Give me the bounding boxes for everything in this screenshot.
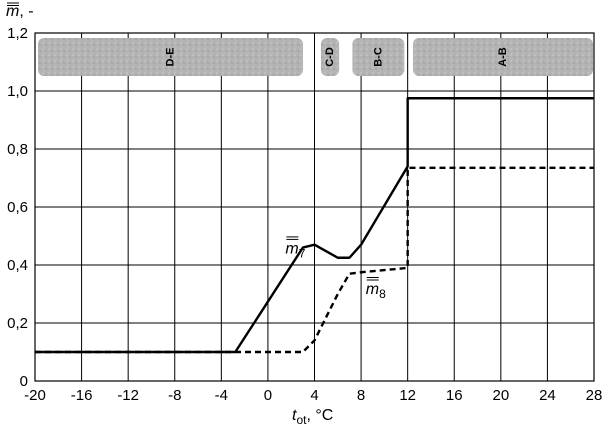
region-band-c-d xyxy=(320,38,340,76)
x-tick-label-5: 0 xyxy=(264,387,272,404)
y-axis-label: m, - xyxy=(6,3,34,20)
tick-labels: -20 -16 -12 -8 -4 0 4 8 12 16 20 24 28 0 0,2 0,4 0,6 0,8 1… xyxy=(7,25,602,404)
x-tick-label-4: -4 xyxy=(215,387,228,404)
x-axis-label-unit: , °C xyxy=(306,407,333,424)
y-tick-label-0: 0 xyxy=(20,373,28,390)
series-line-m8 xyxy=(35,166,594,354)
annotation-m8: m8 xyxy=(366,281,386,301)
series-layer xyxy=(35,97,594,354)
x-tick-label-0: -20 xyxy=(24,387,46,404)
x-tick-label-1: -16 xyxy=(71,387,93,404)
x-tick-label-7: 8 xyxy=(357,387,365,404)
x-tick-label-10: 20 xyxy=(492,387,509,404)
region-band-a-b xyxy=(412,38,593,76)
y-tick-label-5: 1,0 xyxy=(7,83,28,100)
x-tick-label-8: 12 xyxy=(399,387,416,404)
y-tick-label-2: 0,4 xyxy=(7,257,28,274)
x-tick-label-11: 24 xyxy=(539,387,556,404)
x-tick-label-3: -8 xyxy=(168,387,181,404)
series-annotations: m7 m8 xyxy=(285,236,386,301)
x-axis-label: tot, °C xyxy=(292,407,333,427)
x-axis-label-main: t xyxy=(292,407,297,424)
y-tick-label-6: 1,2 xyxy=(7,25,28,42)
y-tick-label-3: 0,6 xyxy=(7,199,28,216)
plot-frame xyxy=(34,32,595,382)
x-tick-label-9: 16 xyxy=(446,387,463,404)
series-line-m7 xyxy=(35,97,594,354)
x-tick-label-6: 4 xyxy=(310,387,318,404)
y-axis-label-unit: , - xyxy=(19,3,33,20)
region-label-a-b: A-B xyxy=(497,47,509,67)
region-label-b-c: B-C xyxy=(372,47,384,67)
region-band-d-e xyxy=(38,38,304,76)
region-bands: D-E C-D B-C A-B xyxy=(38,38,593,76)
y-tick-label-1: 0,2 xyxy=(7,315,28,332)
region-band-b-c xyxy=(352,38,405,76)
x-tick-label-2: -12 xyxy=(117,387,139,404)
x-axis-label-sub: ot xyxy=(296,413,307,427)
region-label-d-e: D-E xyxy=(164,48,176,67)
y-axis-label-main: m xyxy=(6,3,19,20)
grid xyxy=(34,32,595,382)
x-tick-label-12: 28 xyxy=(586,387,603,404)
annotation-m7: m7 xyxy=(285,240,305,260)
y-tick-label-4: 0,8 xyxy=(7,141,28,158)
region-label-c-d: C-D xyxy=(324,47,336,67)
